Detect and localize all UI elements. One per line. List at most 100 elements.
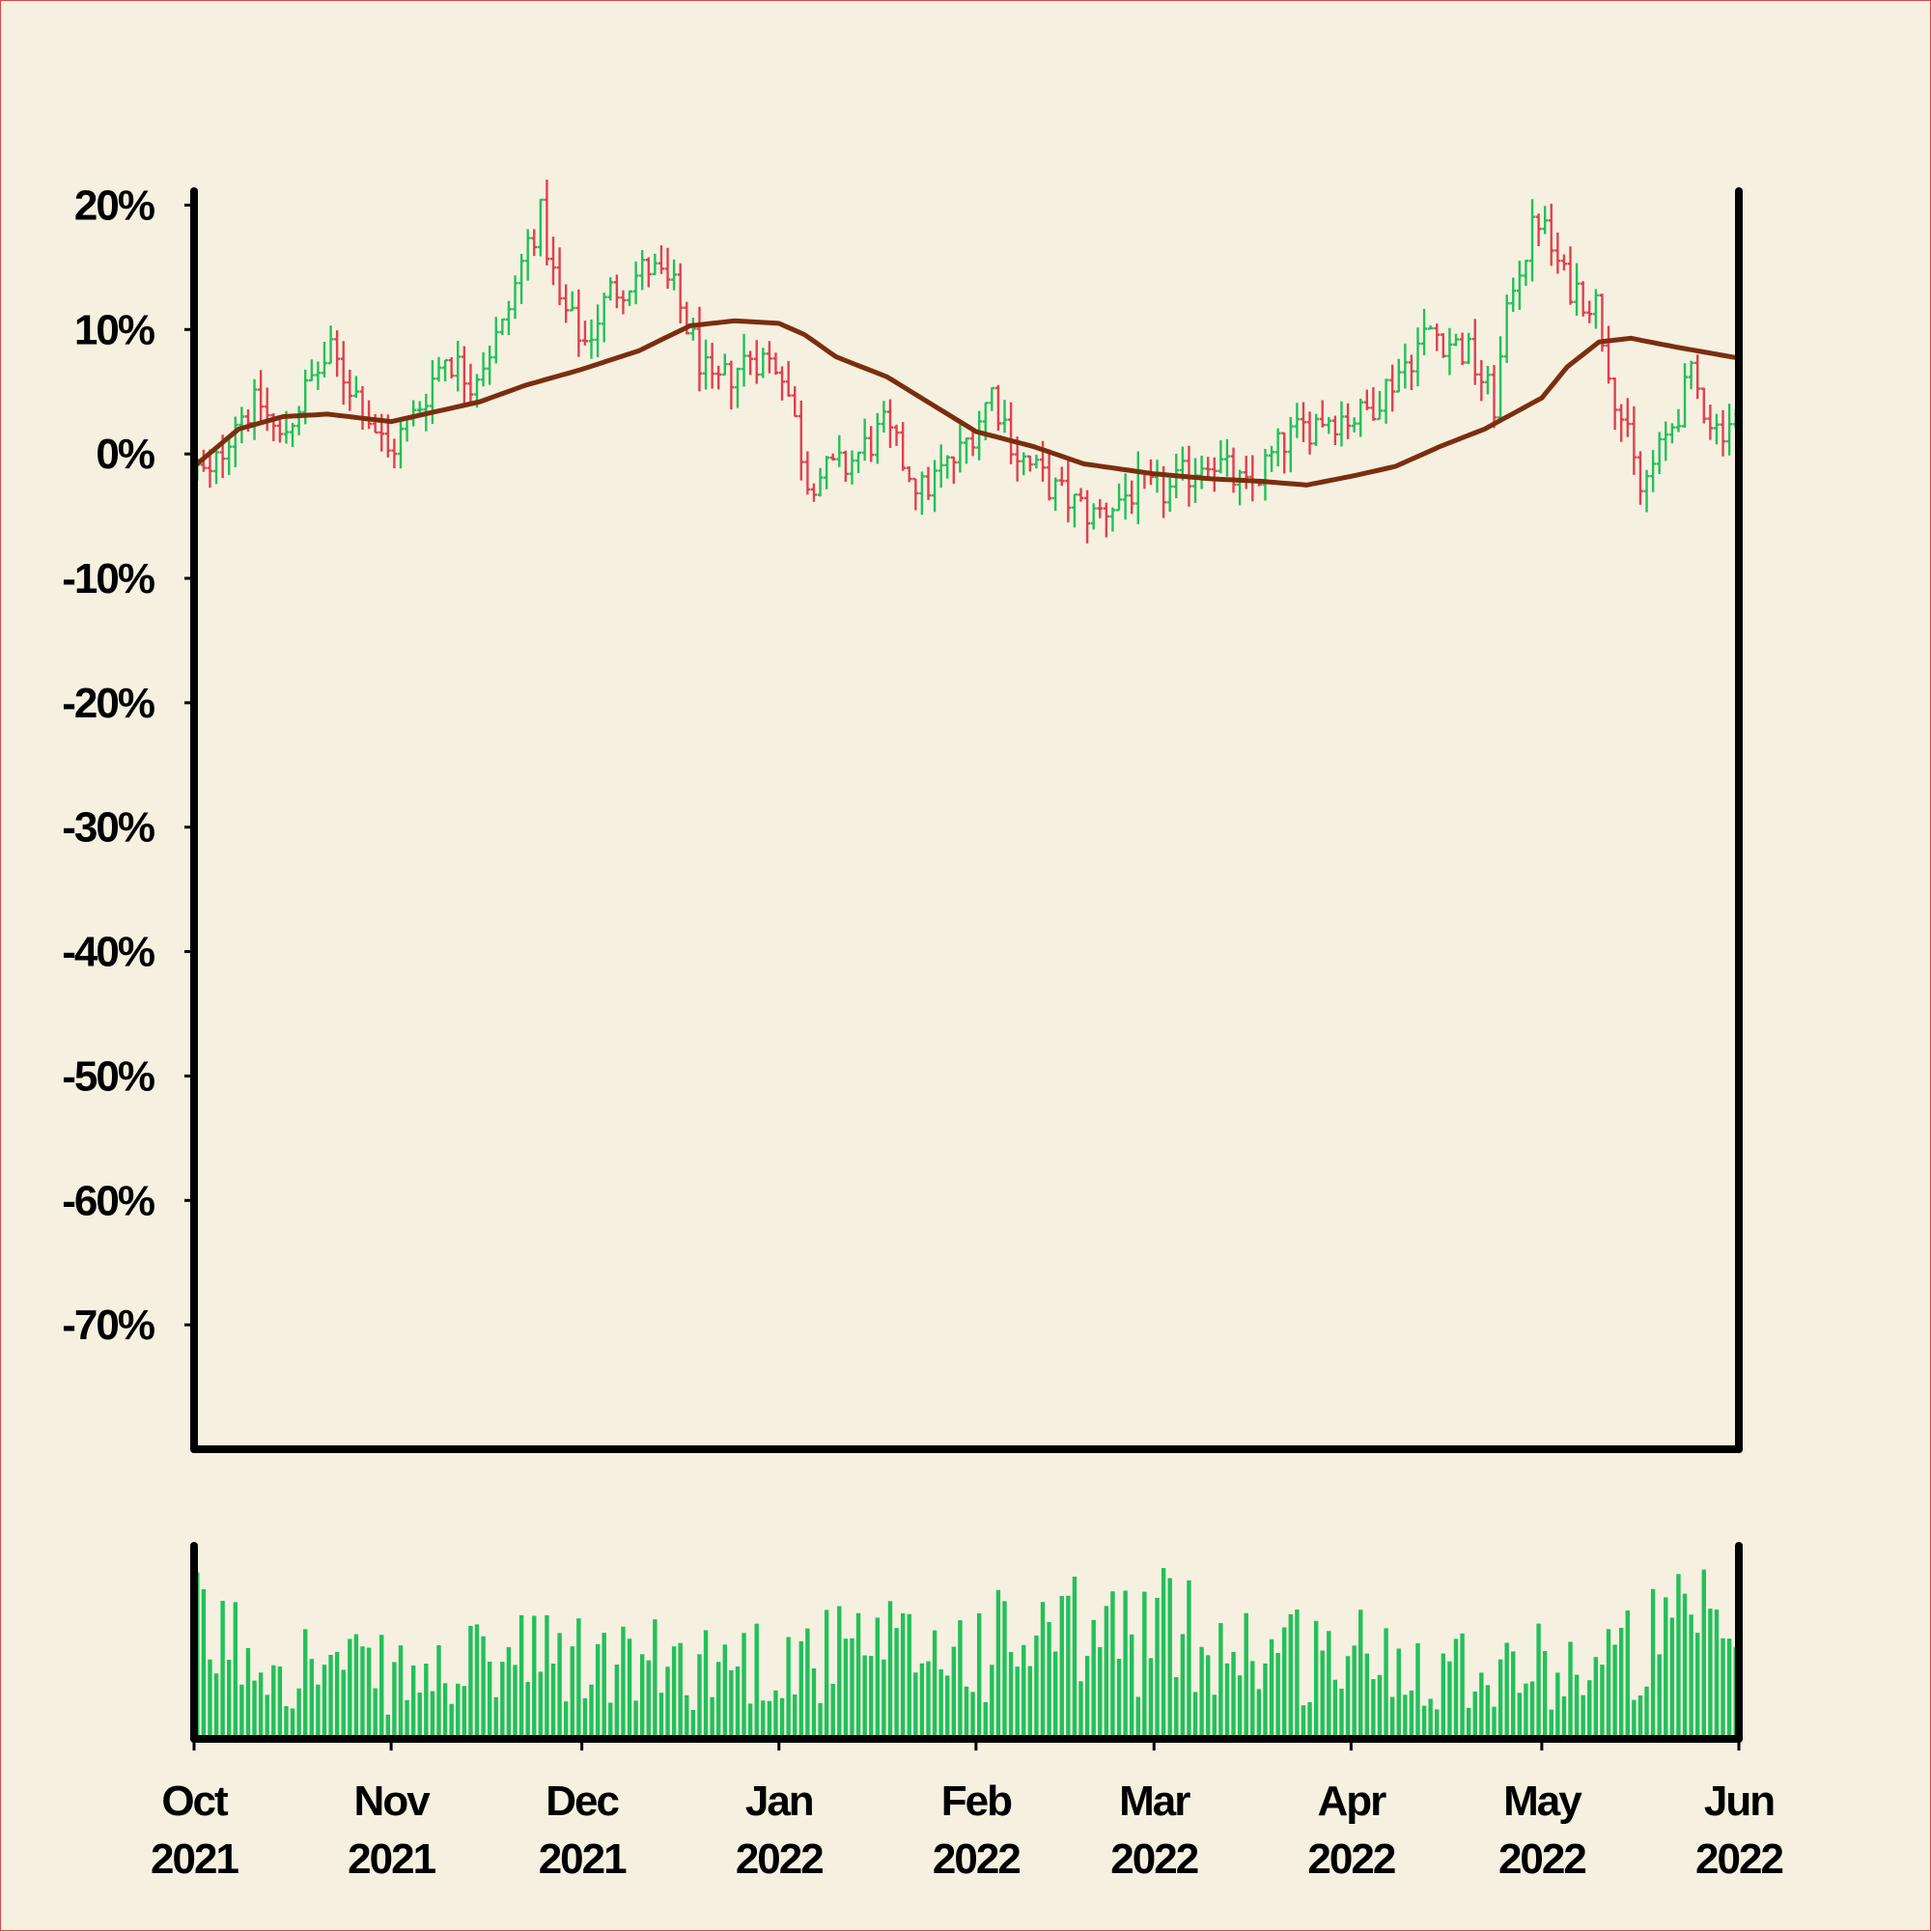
ohlc-bar-up bbox=[1237, 469, 1244, 506]
ohlc-bar-down bbox=[715, 365, 722, 390]
ohlc-bar-down bbox=[1471, 319, 1478, 385]
volume-bar bbox=[990, 1665, 994, 1739]
ohlc-bar-down bbox=[1491, 365, 1497, 429]
ohlc-bar-up bbox=[1287, 416, 1294, 473]
volume-bar bbox=[1059, 1595, 1064, 1739]
ohlc-bar-down bbox=[1129, 480, 1135, 515]
ohlc-bar-down bbox=[563, 284, 570, 323]
x-tick-month: Dec bbox=[546, 1778, 619, 1825]
volume-bar bbox=[1587, 1680, 1592, 1739]
y-tick-label: 20% bbox=[74, 182, 154, 229]
x-tick-year: 2021 bbox=[348, 1835, 435, 1883]
volume-bar bbox=[658, 1693, 664, 1739]
ohlc-bar-down bbox=[581, 321, 588, 346]
ohlc-bar-up bbox=[1001, 400, 1008, 434]
ohlc-bar-up bbox=[518, 253, 525, 304]
volume-bar bbox=[1409, 1690, 1414, 1739]
volume-bar bbox=[1561, 1695, 1567, 1739]
volume-bar bbox=[1320, 1650, 1325, 1739]
volume-bar bbox=[220, 1601, 225, 1739]
volume-bar bbox=[882, 1659, 886, 1739]
volume-bar bbox=[855, 1612, 861, 1739]
ohlc-bar-up bbox=[290, 423, 296, 448]
volume-bar bbox=[1695, 1633, 1700, 1739]
volume-bar bbox=[1135, 1696, 1140, 1739]
volume-bar bbox=[862, 1655, 867, 1739]
ohlc-bar-up bbox=[855, 451, 862, 474]
ohlc-bar-up bbox=[601, 293, 607, 343]
volume-bar bbox=[621, 1626, 626, 1739]
volume-bar bbox=[1650, 1588, 1656, 1739]
volume-bar bbox=[1263, 1663, 1268, 1739]
volume-bar bbox=[334, 1651, 340, 1739]
volume-bar bbox=[550, 1664, 556, 1739]
volume-bar bbox=[779, 1697, 785, 1739]
ohlc-bar-down bbox=[868, 426, 875, 462]
volume-bar bbox=[360, 1646, 365, 1739]
y-tick-label: -20% bbox=[62, 680, 154, 727]
ohlc-bar-up bbox=[1643, 469, 1650, 513]
ohlc-bar-down bbox=[925, 466, 932, 500]
volume-bar bbox=[907, 1613, 911, 1739]
volume-bar bbox=[532, 1615, 537, 1739]
ohlc-bar-up bbox=[1726, 404, 1733, 456]
volume-bar bbox=[1142, 1591, 1147, 1739]
ohlc-bar-up bbox=[836, 434, 843, 467]
x-tick-year: 2022 bbox=[1695, 1835, 1782, 1883]
volume-bar bbox=[1224, 1663, 1230, 1739]
volume-bar bbox=[303, 1629, 308, 1739]
ohlc-bar-down bbox=[1345, 403, 1352, 439]
y-tick-label: -30% bbox=[62, 804, 154, 852]
y-tick-label: -50% bbox=[62, 1052, 154, 1100]
ohlc-bar-up bbox=[308, 359, 315, 382]
x-tick-year: 2021 bbox=[151, 1835, 238, 1883]
volume-bar bbox=[1669, 1617, 1675, 1739]
volume-bar bbox=[316, 1684, 321, 1739]
volume-bar bbox=[1689, 1614, 1693, 1739]
ohlc-bar-up bbox=[1542, 206, 1549, 235]
ohlc-bar-down bbox=[258, 370, 265, 426]
volume-bar bbox=[1466, 1707, 1471, 1739]
ohlc-bar-up bbox=[1503, 294, 1510, 363]
volume-bar bbox=[405, 1699, 409, 1739]
volume-bar bbox=[1714, 1610, 1720, 1739]
volume-bar bbox=[900, 1612, 906, 1739]
volume-bar bbox=[1199, 1646, 1204, 1739]
ohlc-bar-down bbox=[772, 352, 779, 376]
ohlc-bar-down bbox=[1618, 404, 1625, 442]
volume-bar bbox=[410, 1665, 416, 1739]
ohlc-bar-up bbox=[1021, 452, 1027, 476]
volume-bar bbox=[1231, 1651, 1236, 1739]
volume-bar bbox=[1129, 1634, 1134, 1739]
volume-bar bbox=[570, 1646, 574, 1739]
volume-bar bbox=[1708, 1609, 1713, 1739]
ohlc-bar-down bbox=[1300, 402, 1306, 442]
volume-bar bbox=[487, 1661, 492, 1739]
x-tick-month: Feb bbox=[941, 1778, 1012, 1825]
ohlc-bar-up bbox=[1052, 477, 1059, 512]
ohlc-bar-down bbox=[1624, 398, 1631, 437]
volume-bar bbox=[1428, 1698, 1433, 1739]
volume-bar bbox=[887, 1601, 893, 1739]
ohlc-bar-down bbox=[1434, 323, 1441, 351]
volume-bar bbox=[1600, 1665, 1605, 1739]
ohlc-bar-down bbox=[391, 438, 398, 468]
volume-bar bbox=[1104, 1606, 1109, 1739]
volume-bar bbox=[1472, 1691, 1477, 1739]
ohlc-bar-down bbox=[753, 340, 760, 384]
volume-bar bbox=[1384, 1628, 1388, 1739]
ohlc-bar-down bbox=[886, 399, 893, 448]
volume-bar bbox=[1682, 1593, 1688, 1739]
x-axis-ticks: Oct 2021 Nov 2021 Dec 2021 Jan 2022 Feb 2022 Mar 20… bbox=[151, 1739, 1784, 1883]
volume-bar bbox=[958, 1620, 963, 1739]
ohlc-bar-up bbox=[957, 424, 964, 473]
volume-bar bbox=[665, 1666, 670, 1739]
ohlc-bar-up bbox=[1523, 259, 1529, 287]
ohlc-bar-up bbox=[537, 198, 544, 257]
volume-bar bbox=[348, 1638, 352, 1739]
volume-bar bbox=[265, 1694, 269, 1739]
ohlc-bar-up bbox=[1198, 455, 1205, 490]
ohlc-bar-down bbox=[829, 453, 836, 462]
